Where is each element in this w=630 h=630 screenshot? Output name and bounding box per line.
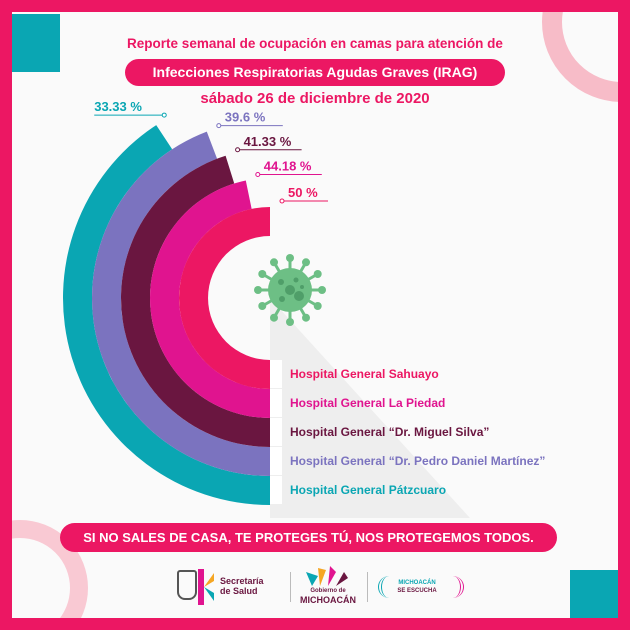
value-label-text: 50 %: [288, 185, 318, 200]
salud-line2: de Salud: [220, 586, 258, 596]
arc-bar: [91, 131, 270, 477]
value-label-text: 39.6 %: [225, 110, 266, 125]
state-seal-icon: [177, 570, 197, 600]
salud-logo-icon: [198, 569, 214, 605]
salud-logo-text: Secretaría de Salud: [220, 576, 264, 596]
teal-corner-square-top: [12, 14, 60, 72]
hospital-label: Hospital General “Dr. Miguel Silva”: [290, 425, 490, 439]
escucha-logo: [378, 576, 464, 598]
escucha-line1: MICHOACÁN: [398, 580, 436, 586]
row-stub: [270, 476, 282, 504]
gobierno-line1: Gobierno de: [310, 588, 346, 594]
escucha-line2: SE ESCUCHA: [397, 588, 437, 594]
gobierno-logo-icon: [306, 566, 348, 586]
escucha-logo-text: MICHOACÁN SE ESCUCHA: [385, 579, 449, 595]
report-title: Reporte semanal de ocupación en camas pa…: [127, 36, 503, 51]
hospital-label: Hospital General Sahuayo: [290, 367, 439, 381]
row-stub: [270, 360, 282, 388]
row-stub: [270, 389, 282, 417]
value-label: 50 %: [279, 185, 328, 204]
report-date: sábado 26 de diciembre de 2020: [200, 90, 430, 107]
value-label: 41.33 %: [235, 134, 302, 153]
gobierno-line2: MICHOACÁN: [300, 595, 356, 605]
slogan-banner: SI NO SALES DE CASA, TE PROTEGES TÚ, NOS…: [60, 523, 557, 552]
value-label: 44.18 %: [255, 158, 322, 177]
row-stub: [270, 418, 282, 446]
logo-divider: [367, 572, 368, 602]
teal-corner-square-bottom: [570, 570, 618, 618]
value-label: 39.6 %: [216, 110, 283, 129]
salud-line1: Secretaría: [220, 576, 264, 586]
value-label-text: 33.33 %: [94, 99, 142, 114]
value-label-text: 41.33 %: [244, 134, 292, 149]
arc-bar: [121, 155, 270, 447]
hospital-label: Hospital General Pátzcuaro: [290, 483, 447, 497]
row-stub: [270, 447, 282, 475]
hospital-label: Hospital General La Piedad: [290, 396, 446, 410]
arc-bar: [179, 207, 270, 389]
report-highlight: Infecciones Respiratorias Agudas Graves …: [125, 59, 505, 86]
footer-logos: Secretaría de Salud Gobierno de MICHOACÁ…: [0, 566, 630, 610]
gobierno-logo-text: Gobierno de MICHOACÁN: [298, 588, 358, 605]
arc-bar: [62, 125, 270, 505]
value-label-text: 44.18 %: [264, 158, 312, 173]
logo-divider: [290, 572, 291, 602]
virus-icon: [254, 254, 326, 326]
value-label: 33.33 %: [94, 99, 167, 118]
hospital-label: Hospital General “Dr. Pedro Daniel Martí…: [290, 454, 546, 468]
shadow-decor: [270, 298, 470, 518]
arc-bar: [149, 180, 270, 418]
